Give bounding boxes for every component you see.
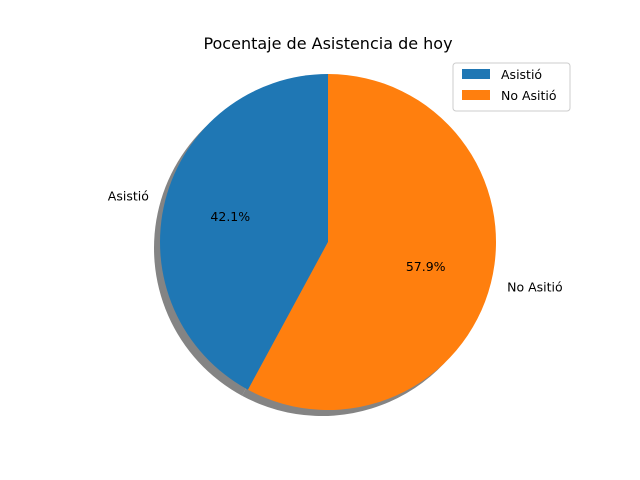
slice-label: No Asitió: [507, 279, 563, 294]
slice-label: Asistió: [108, 189, 149, 204]
slice-percent-label: 42.1%: [210, 209, 250, 224]
legend-swatch: [462, 90, 490, 100]
slice-percent-label: 57.9%: [406, 259, 446, 274]
legend-label: No Asitió: [501, 88, 557, 103]
legend-swatch: [462, 69, 490, 79]
pie-slices: [160, 74, 497, 411]
legend-label: Asistió: [501, 67, 542, 82]
legend: Asistió No Asitió: [452, 62, 571, 112]
pie-slice-asistio: [160, 74, 328, 390]
chart-title: Pocentaje de Asistencia de hoy: [203, 34, 452, 53]
pie-slice-no-asitio: [247, 74, 497, 411]
pie-labels: Asistió 42.1% No Asitió 57.9%: [108, 189, 563, 295]
